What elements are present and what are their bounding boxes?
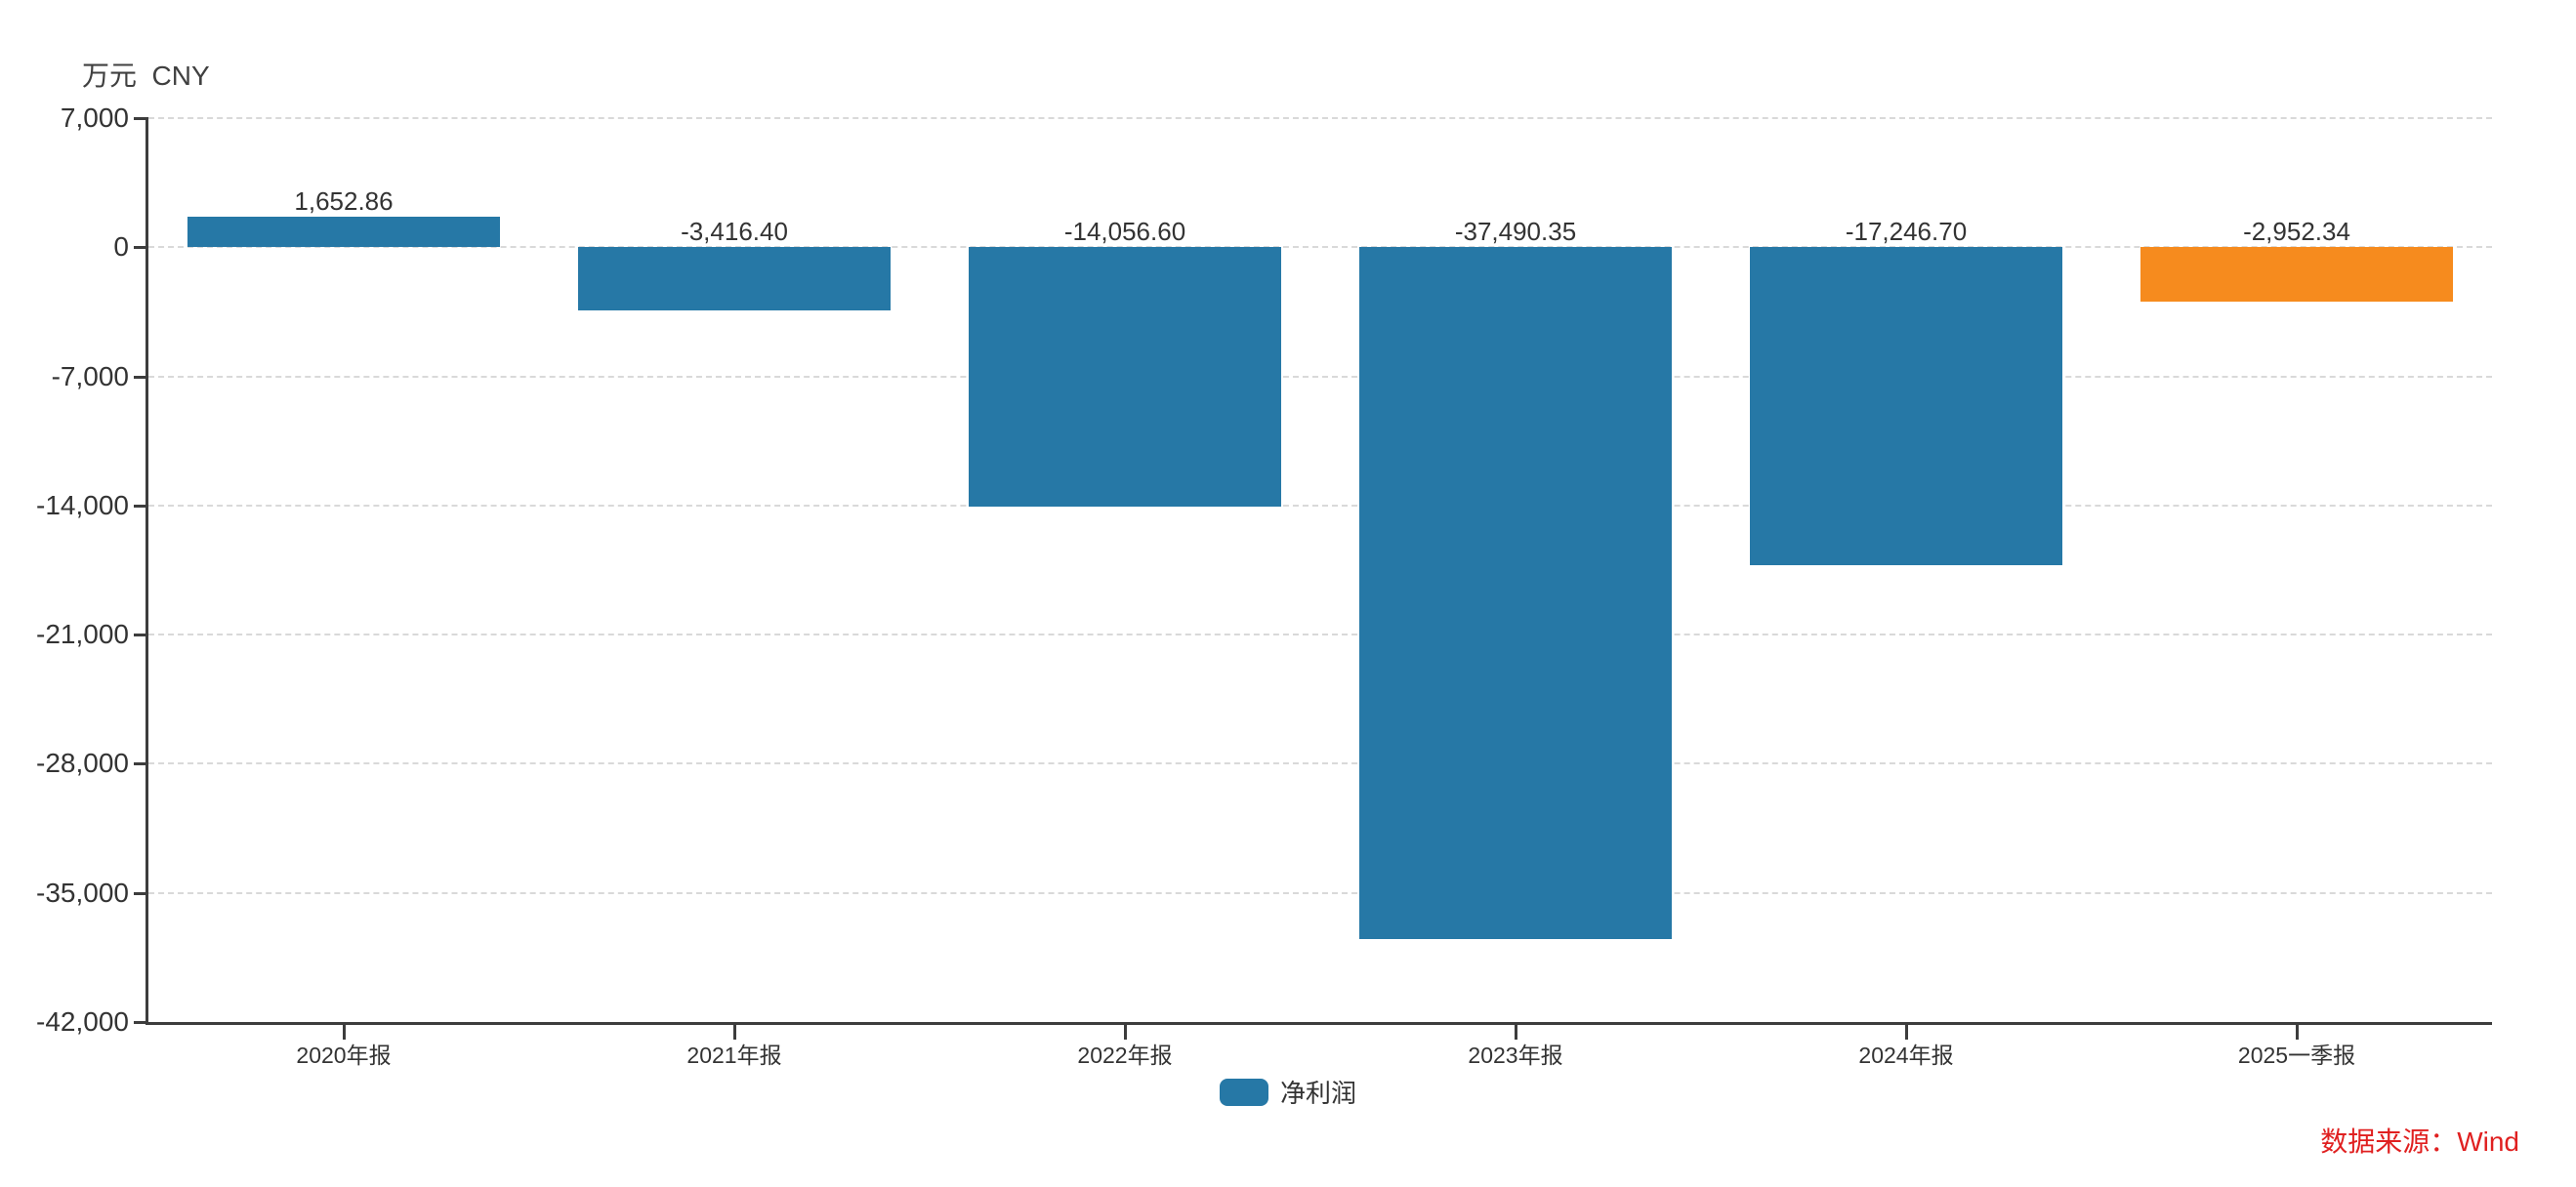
x-axis-tick (1123, 1025, 1127, 1040)
x-axis-line (145, 1022, 2492, 1025)
x-axis-tick (732, 1025, 736, 1040)
y-axis-tick (134, 1021, 148, 1024)
y-axis-tick (134, 504, 148, 508)
y-axis-tick (134, 634, 148, 637)
gridline (148, 375, 2492, 378)
gridline (148, 634, 2492, 636)
bar-2020年报[interactable] (187, 217, 500, 248)
data-source-label: 数据来源：Wind (2320, 1126, 2519, 1157)
y-axis-unit-label: 万元 CNY (82, 61, 210, 91)
gridline (148, 117, 2492, 119)
bar-value-label: 1,652.86 (294, 186, 394, 217)
y-axis-tick-label: -7,000 (51, 360, 129, 391)
bar-2021年报[interactable] (578, 247, 891, 310)
y-axis-tick-label: -21,000 (36, 619, 129, 650)
x-axis-tick-label: 2025一季报 (2237, 1043, 2356, 1068)
bar-value-label: -14,056.60 (1063, 217, 1186, 247)
y-axis-tick (134, 891, 148, 895)
x-axis-tick (1514, 1025, 1517, 1040)
x-axis-tick (1904, 1025, 1908, 1040)
y-axis-tick-label: 0 (113, 231, 129, 263)
bar-2025一季报[interactable] (2140, 247, 2453, 303)
y-axis-tick (134, 246, 148, 250)
x-axis-tick (2295, 1025, 2299, 1040)
x-axis-tick-label: 2022年报 (1077, 1043, 1173, 1068)
y-axis-tick-label: -42,000 (36, 1006, 129, 1037)
gridline (148, 762, 2492, 765)
y-axis-tick-label: -35,000 (36, 877, 129, 908)
bar-2023年报[interactable] (1359, 247, 1672, 939)
y-axis-line (145, 118, 148, 1022)
bar-value-label: -17,246.70 (1845, 217, 1968, 247)
legend-label[interactable]: 净利润 (1279, 1079, 1356, 1108)
y-axis-tick-label: -28,000 (36, 748, 129, 779)
y-axis-tick (134, 375, 148, 379)
bar-2024年报[interactable] (1750, 247, 2062, 566)
bar-value-label: -3,416.40 (681, 217, 788, 247)
y-axis-tick (134, 762, 148, 766)
y-axis-tick (134, 117, 148, 120)
x-axis-tick-label: 2023年报 (1468, 1043, 1563, 1068)
x-axis-tick-label: 2021年报 (686, 1043, 782, 1068)
gridline (148, 504, 2492, 507)
legend-item-net-profit[interactable]: 净利润 (0, 1074, 2576, 1110)
y-axis-tick-label: -14,000 (36, 489, 129, 520)
bar-value-label: -37,490.35 (1454, 217, 1577, 247)
bar-value-label: -2,952.34 (2243, 217, 2350, 247)
x-axis-tick (342, 1025, 346, 1040)
y-axis-tick-label: 7,000 (60, 102, 129, 133)
legend-swatch[interactable] (1219, 1078, 1268, 1106)
bar-2022年报[interactable] (969, 247, 1281, 507)
gridline (148, 891, 2492, 894)
gridline (148, 246, 2492, 249)
x-axis-tick-label: 2020年报 (296, 1043, 392, 1068)
x-axis-tick-label: 2024年报 (1858, 1043, 1954, 1068)
